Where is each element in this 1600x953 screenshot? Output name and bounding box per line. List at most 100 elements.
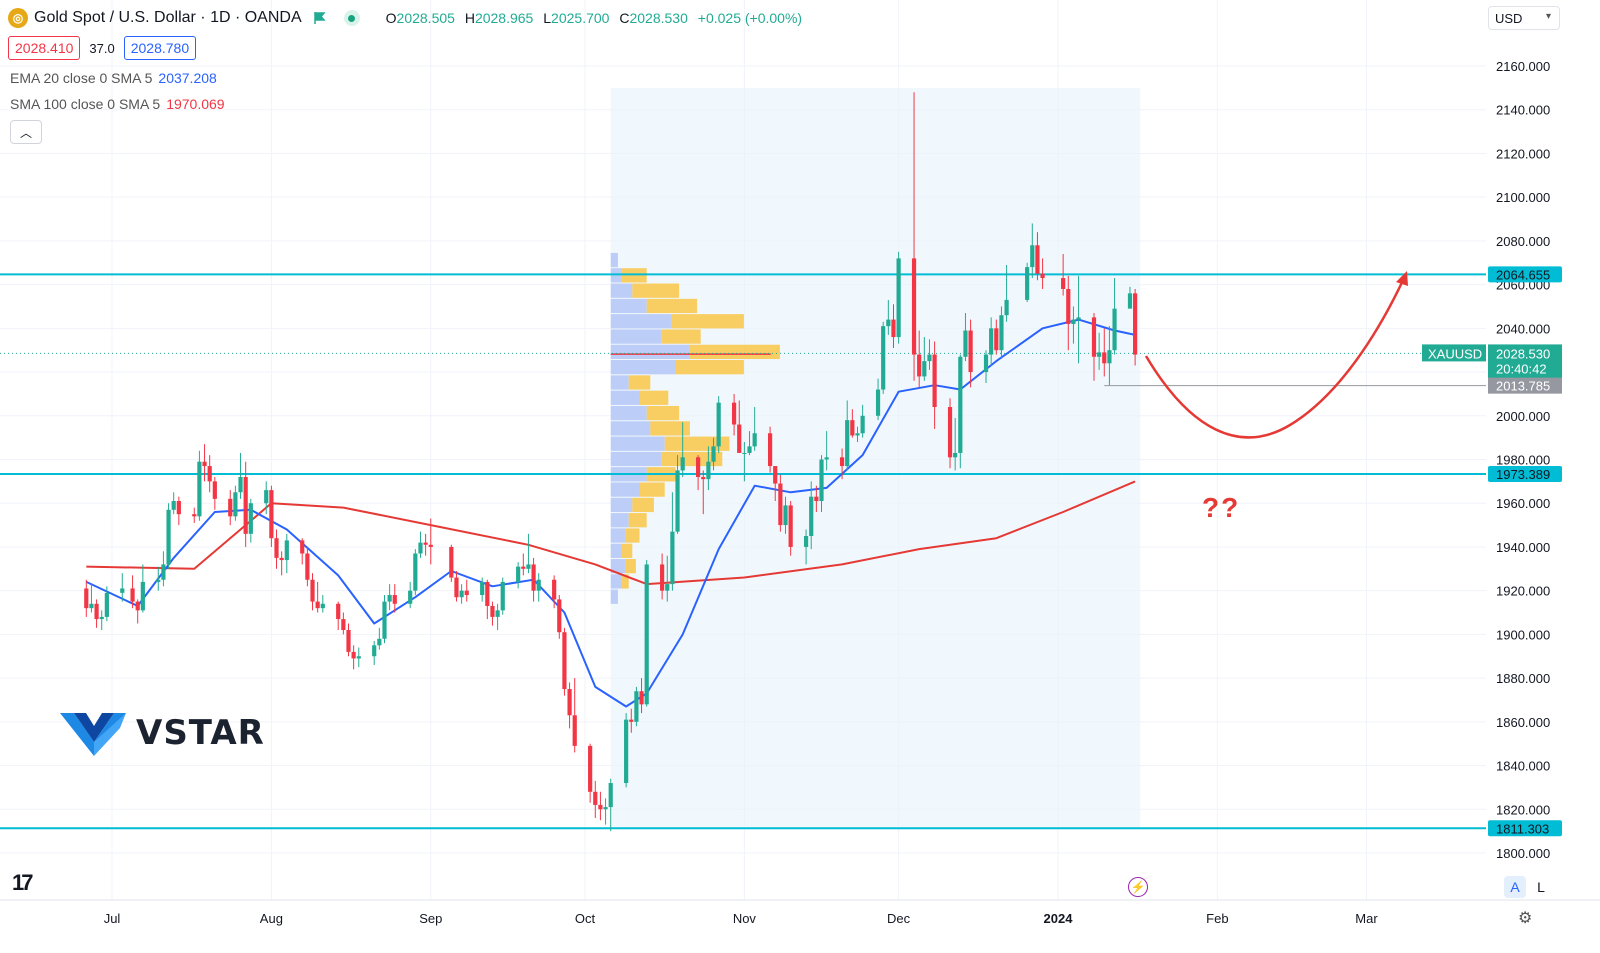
candle-body: [269, 490, 274, 539]
candle-body: [845, 420, 850, 467]
level-tag-label: 1811.303: [1496, 821, 1549, 836]
candle-body: [480, 581, 485, 596]
low-marker-label: 2013.785: [1496, 379, 1550, 394]
candle-body: [382, 601, 387, 639]
volume-profile-up-bar: [610, 451, 662, 467]
settings-icon[interactable]: ⚙: [1518, 910, 1533, 927]
candle-body: [1061, 278, 1066, 289]
volume-profile-down-bar: [639, 482, 665, 497]
indicator-sma[interactable]: SMA 100 close 0 SMA 5 1970.069: [10, 96, 225, 112]
candle-body: [891, 319, 896, 338]
candle-body: [1112, 308, 1117, 351]
volume-profile-up-bar: [610, 314, 672, 329]
chevron-down-icon: ▾: [1545, 11, 1551, 22]
indicator-ema-value: 2037.208: [158, 70, 217, 86]
x-tick-label: Sep: [419, 911, 442, 926]
candle-body: [1091, 317, 1097, 357]
candle-body: [947, 407, 953, 458]
level-tag: [1488, 820, 1562, 837]
symbol-header[interactable]: ◎ Gold Spot / U.S. Dollar · 1D · OANDA O…: [8, 6, 802, 30]
candle-body: [593, 791, 598, 805]
candle-body: [315, 601, 320, 609]
candle-body: [860, 415, 865, 434]
level-tag: [1488, 465, 1562, 482]
volume-profile-down-bar: [650, 421, 690, 436]
x-tick-label: Mar: [1355, 911, 1378, 926]
volume-profile-up-bar: [610, 283, 633, 298]
x-tick-label: Oct: [575, 911, 596, 926]
volume-profile-up-bar: [610, 497, 633, 513]
x-tick-label: Nov: [733, 911, 757, 926]
candle-body: [670, 531, 675, 585]
candle-body: [788, 505, 793, 547]
currency-select[interactable]: USD ▾: [1488, 6, 1560, 30]
collapse-legend-button[interactable]: ︿: [10, 120, 42, 144]
candle-body: [238, 476, 243, 493]
candle-body: [428, 544, 433, 547]
last-price-label: 2028.530: [1496, 346, 1550, 361]
volume-profile-down-bar: [632, 283, 680, 298]
candle-body: [495, 610, 500, 617]
candle-body: [572, 715, 577, 746]
indicator-ema-name: EMA 20 close 0 SMA 5: [10, 70, 153, 86]
close-value: 2028.530: [629, 10, 688, 26]
volume-profile-up-bar: [610, 482, 640, 497]
candle-body: [1076, 317, 1081, 320]
candle-body: [413, 553, 418, 591]
y-tick-label: 1800.000: [1496, 846, 1550, 861]
candle-body: [104, 592, 109, 617]
question-annotation: ??: [1202, 492, 1241, 523]
volume-profile-down-bar: [625, 528, 640, 543]
volume-profile-down-bar: [628, 375, 651, 390]
candle-body: [747, 446, 752, 453]
candle-body: [336, 603, 341, 620]
x-tick-label: 2024: [1044, 911, 1074, 926]
volume-profile-up-bar: [610, 344, 690, 360]
flag-icon[interactable]: [312, 11, 326, 25]
candle-body: [176, 501, 181, 515]
candle-body: [99, 616, 104, 620]
candle-body: [279, 557, 284, 561]
candle-body: [706, 461, 711, 480]
candle-body: [603, 807, 608, 810]
candle-body: [968, 330, 973, 373]
indicator-sma-value: 1970.069: [166, 96, 225, 112]
y-tick-label: 1940.000: [1496, 540, 1550, 555]
candle-body: [161, 564, 166, 580]
candle-body: [819, 459, 824, 502]
lightning-icon[interactable]: ⚡: [1128, 877, 1148, 897]
volume-profile-up-bar: [610, 436, 665, 451]
log-scale-button[interactable]: L: [1537, 879, 1545, 895]
tradingview-logo[interactable]: 17: [12, 870, 34, 895]
candle-body: [752, 433, 757, 447]
candle-body: [989, 328, 994, 355]
candle-body: [711, 446, 716, 462]
candle-body: [742, 452, 747, 454]
candle-body: [557, 599, 562, 633]
candle-body: [233, 492, 238, 517]
sell-button[interactable]: 2028.410: [8, 36, 81, 60]
countdown-label: 20:40:42: [1496, 361, 1547, 376]
indicator-ema[interactable]: EMA 20 close 0 SMA 5 2037.208: [10, 70, 217, 86]
candle-body: [629, 719, 634, 722]
candle-body: [392, 595, 397, 604]
candle-body: [372, 645, 377, 657]
symbol-title: Gold Spot / U.S. Dollar · 1D · OANDA: [34, 9, 302, 26]
candle-body: [274, 538, 279, 558]
candle-body: [588, 745, 593, 792]
candle-body: [89, 603, 94, 609]
buy-button[interactable]: 2028.780: [123, 36, 197, 60]
x-tick-label: Aug: [260, 911, 283, 926]
market-status-icon: [343, 10, 360, 26]
vstar-logo-mark: [60, 713, 126, 756]
candle-body: [953, 452, 958, 458]
candle-body: [531, 564, 536, 591]
candle-body: [1097, 352, 1102, 357]
last-price-tag: [1488, 344, 1562, 379]
auto-scale-button[interactable]: A: [1504, 876, 1526, 898]
candle-body: [696, 457, 701, 477]
volume-profile-down-bar: [671, 314, 744, 329]
candle-body: [212, 481, 217, 499]
candle-body: [536, 579, 541, 591]
